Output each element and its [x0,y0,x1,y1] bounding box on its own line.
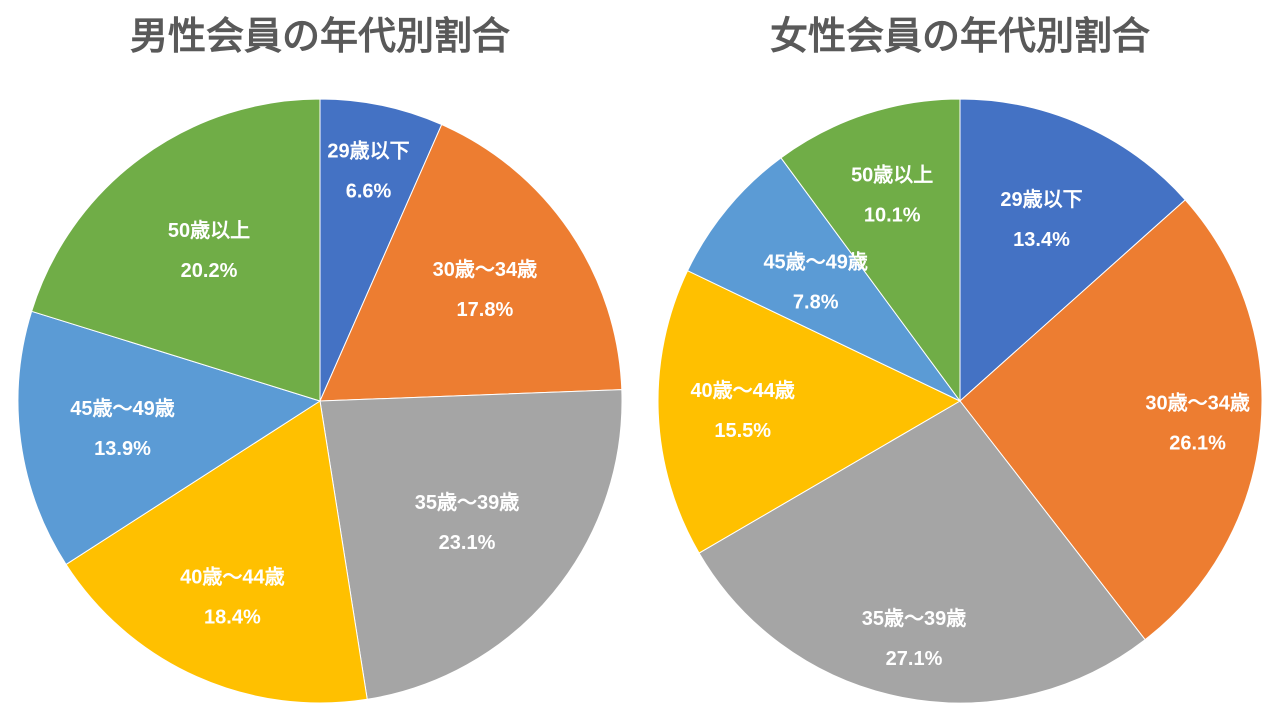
male-value-label-45-49: 13.9% [94,438,151,460]
female-category-label-50-over: 50歳以上 [851,162,933,186]
male-chart-title: 男性会員の年代別割合 [129,14,510,58]
female-chart-title: 女性会員の年代別割合 [769,14,1150,58]
female-category-label-30-34: 30歳～34歳 [1145,391,1250,415]
male-value-label-29-under: 6.6% [346,181,392,203]
male-value-label-50-over: 20.2% [181,260,238,282]
male-slice-45-49 [17,310,322,566]
female-value-label-50-over: 10.1% [864,204,921,226]
male-slice-35-39 [319,389,623,700]
female-value-label-40-44: 15.5% [714,420,771,442]
male-category-label-30-34: 30歳～34歳 [433,257,538,281]
male-category-label-35-39: 35歳～39歳 [415,490,520,514]
female-value-label-30-34: 26.1% [1169,433,1226,455]
female-slice-35-39 [698,400,1146,704]
female-value-label-29-under: 13.4% [1013,229,1070,251]
female-slice-30-34 [959,199,1263,641]
female-category-label-45-49: 45歳～49歳 [763,250,868,274]
female-category-label-35-39: 35歳～39歳 [862,606,967,630]
male-category-label-50-over: 50歳以上 [168,218,250,242]
male-value-label-40-44: 18.4% [204,607,261,629]
female-slice-40-44 [657,270,962,554]
male-slice-50-over [31,98,321,402]
male-category-label-29-under: 29歳以下 [327,139,409,163]
female-category-label-29-under: 29歳以下 [1000,187,1082,211]
female-pie-chart: 29歳以下 13.4% 30歳～34歳 26.1% 35歳～39歳 27.1% 40歳～44… [657,98,1263,704]
female-slice-45-49 [686,157,961,402]
male-slice-30-34 [319,123,623,402]
male-pie-chart: 29歳以下 6.6% 30歳～34歳 17.8% 35歳～39歳 23.1% 40歳～44歳… [17,98,623,704]
female-value-label-45-49: 7.8% [793,292,839,314]
male-slice-40-44 [65,400,368,704]
male-value-label-35-39: 23.1% [439,532,496,554]
female-value-label-35-39: 27.1% [886,648,943,670]
female-category-label-40-44: 40歳～44歳 [690,378,795,402]
male-category-label-45-49: 45歳～49歳 [70,396,175,420]
female-slice-50-over [780,98,961,403]
female-slice-29-under [959,98,1186,403]
male-value-label-30-34: 17.8% [457,299,514,321]
male-slice-29-under [319,98,443,402]
male-category-label-40-44: 40歳～44歳 [180,565,285,589]
